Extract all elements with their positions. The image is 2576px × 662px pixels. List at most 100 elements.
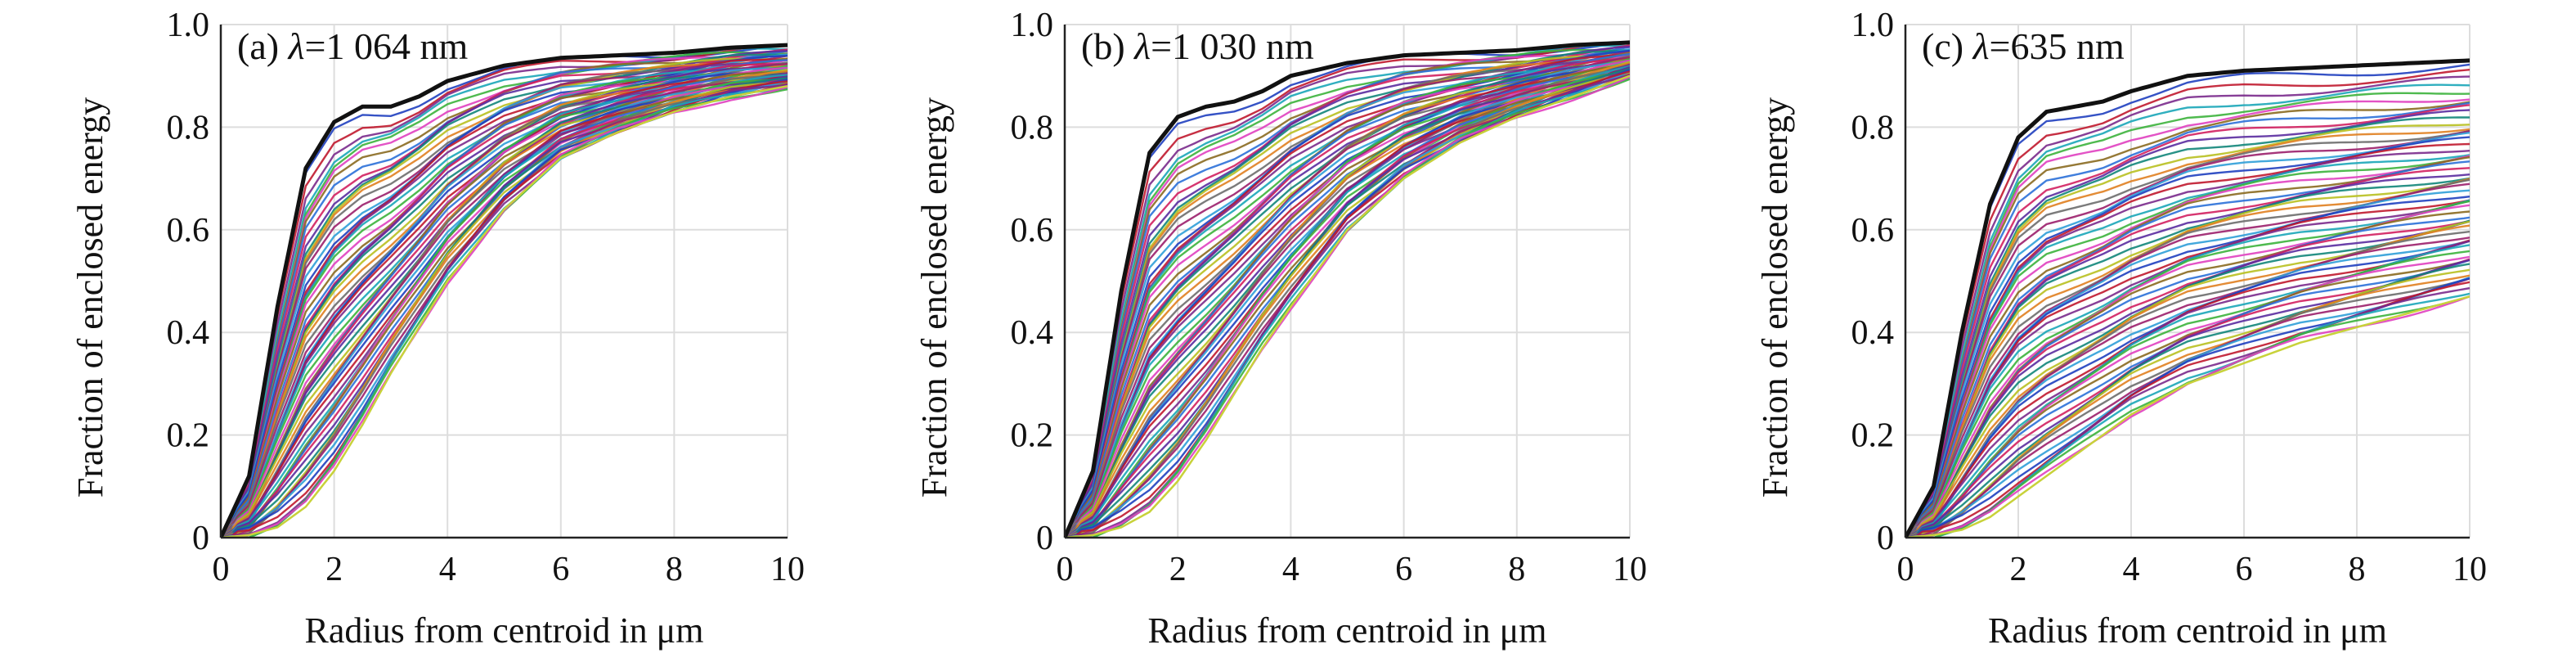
y-tick-label: 0.6 [1851,212,1895,250]
chart-title-prefix: (b) [1081,25,1134,67]
series-line [1065,59,1630,538]
series-line [221,76,788,538]
x-tick-label: 10 [2453,551,2487,588]
series-line [1065,65,1630,538]
chart-title-suffix: =1 030 nm [1151,25,1314,67]
x-tick-label: 2 [2010,551,2027,588]
series-line [1065,63,1630,538]
y-tick-label: 0.2 [167,417,210,455]
series-line [1065,65,1630,538]
series-line [1905,142,2470,538]
x-tick-label: 0 [213,551,230,588]
series-line [1905,155,2470,538]
series-line [1905,101,2470,538]
x-tick-label: 0 [1057,551,1074,588]
series-line [221,57,788,538]
y-tick-label: 0.6 [1011,212,1054,250]
y-tick-label: 0.2 [1851,417,1895,455]
series-line [1065,56,1630,538]
chart-title-symbol: λ [287,25,305,67]
x-tick-label: 6 [2236,551,2253,588]
series-line [221,44,788,538]
x-tick-label: 10 [1613,551,1647,588]
chart-title-prefix: (c) [1922,25,1973,67]
series-line [1905,259,2470,538]
series-line [1905,199,2470,538]
chart-title-suffix: =635 nm [1990,25,2125,67]
y-tick-label: 0 [1036,520,1053,557]
series-line [221,63,788,538]
series-line [221,80,788,538]
y-axis-label: Fraction of enclosed energy [914,97,954,498]
y-tick-label: 0.8 [1851,109,1895,146]
series-line [221,50,788,538]
x-tick-label: 6 [552,551,569,588]
curve-group [1065,40,1630,538]
series-line [1905,154,2470,538]
series-line [221,76,788,538]
series-line [1065,49,1630,538]
series-line [1065,70,1630,538]
series-line-envelope-upper [1905,58,2470,538]
series-line [1905,130,2470,538]
curve-group [1905,58,2470,538]
series-line [1065,46,1630,538]
series-line [221,77,788,538]
chart-panel-0: 0 2 4 6 8 10 0 0.2 0.4 0.6 0.8 1.0 Radius from centr… [70,7,805,651]
y-tick-label: 0.2 [1011,417,1054,455]
chart-title-symbol: λ [1972,25,1990,67]
x-tick-label: 8 [1508,551,1525,588]
y-tick-label: 0.6 [167,212,210,250]
series-line [1905,167,2470,538]
chart-panel-1: 0 2 4 6 8 10 0 0.2 0.4 0.6 0.8 1.0 Radius from centr… [914,7,1647,651]
x-tick-label: 8 [666,551,683,588]
x-tick-label: 8 [2349,551,2366,588]
y-tick-label: 0.8 [1011,109,1054,146]
x-tick-label: 6 [1395,551,1412,588]
series-line [1065,50,1630,538]
series-line-envelope-lower [1065,74,1630,538]
series-line [1905,177,2470,538]
x-tick-label: 4 [439,551,456,588]
series-line [1905,109,2470,538]
y-tick-label: 0.8 [167,109,210,146]
series-line [1905,104,2470,538]
series-line [221,59,788,538]
x-tick-label: 2 [1169,551,1187,588]
series-line [1905,75,2470,538]
series-line [1065,48,1630,538]
series-line [1065,69,1630,538]
series-line [1905,128,2470,538]
series-line [1065,41,1630,538]
series-line [1065,65,1630,538]
series-line [1065,62,1630,538]
x-tick-label: 2 [325,551,343,588]
series-line [221,66,788,538]
curve-group [221,43,788,538]
series-line [221,51,788,538]
series-line [1905,277,2470,538]
series-line [1905,189,2470,538]
chart-title: (b) λ=1 030 nm [1081,25,1314,67]
y-tick-label: 1.0 [1851,7,1895,44]
series-line [1065,53,1630,538]
series-line [1905,250,2470,538]
series-line [1905,69,2470,538]
chart-title-symbol: λ [1133,25,1151,67]
series-line-envelope-lower [1905,295,2470,538]
series-line [1065,68,1630,538]
series-line [1065,52,1630,538]
series-line [221,77,788,538]
y-tick-label: 0.4 [1851,314,1895,352]
series-line [1065,69,1630,538]
series-line [1905,240,2470,538]
series-line [1905,116,2470,538]
x-axis-label: Radius from centroid in μm [1148,610,1547,651]
series-line [1065,62,1630,538]
chart-panel-2: 0 2 4 6 8 10 0 0.2 0.4 0.6 0.8 1.0 Radius from centr… [1755,7,2487,651]
x-tick-label: 10 [770,551,805,588]
y-tick-label: 0.4 [167,314,210,352]
x-tick-label: 4 [1282,551,1299,588]
y-tick-label: 1.0 [167,7,210,44]
